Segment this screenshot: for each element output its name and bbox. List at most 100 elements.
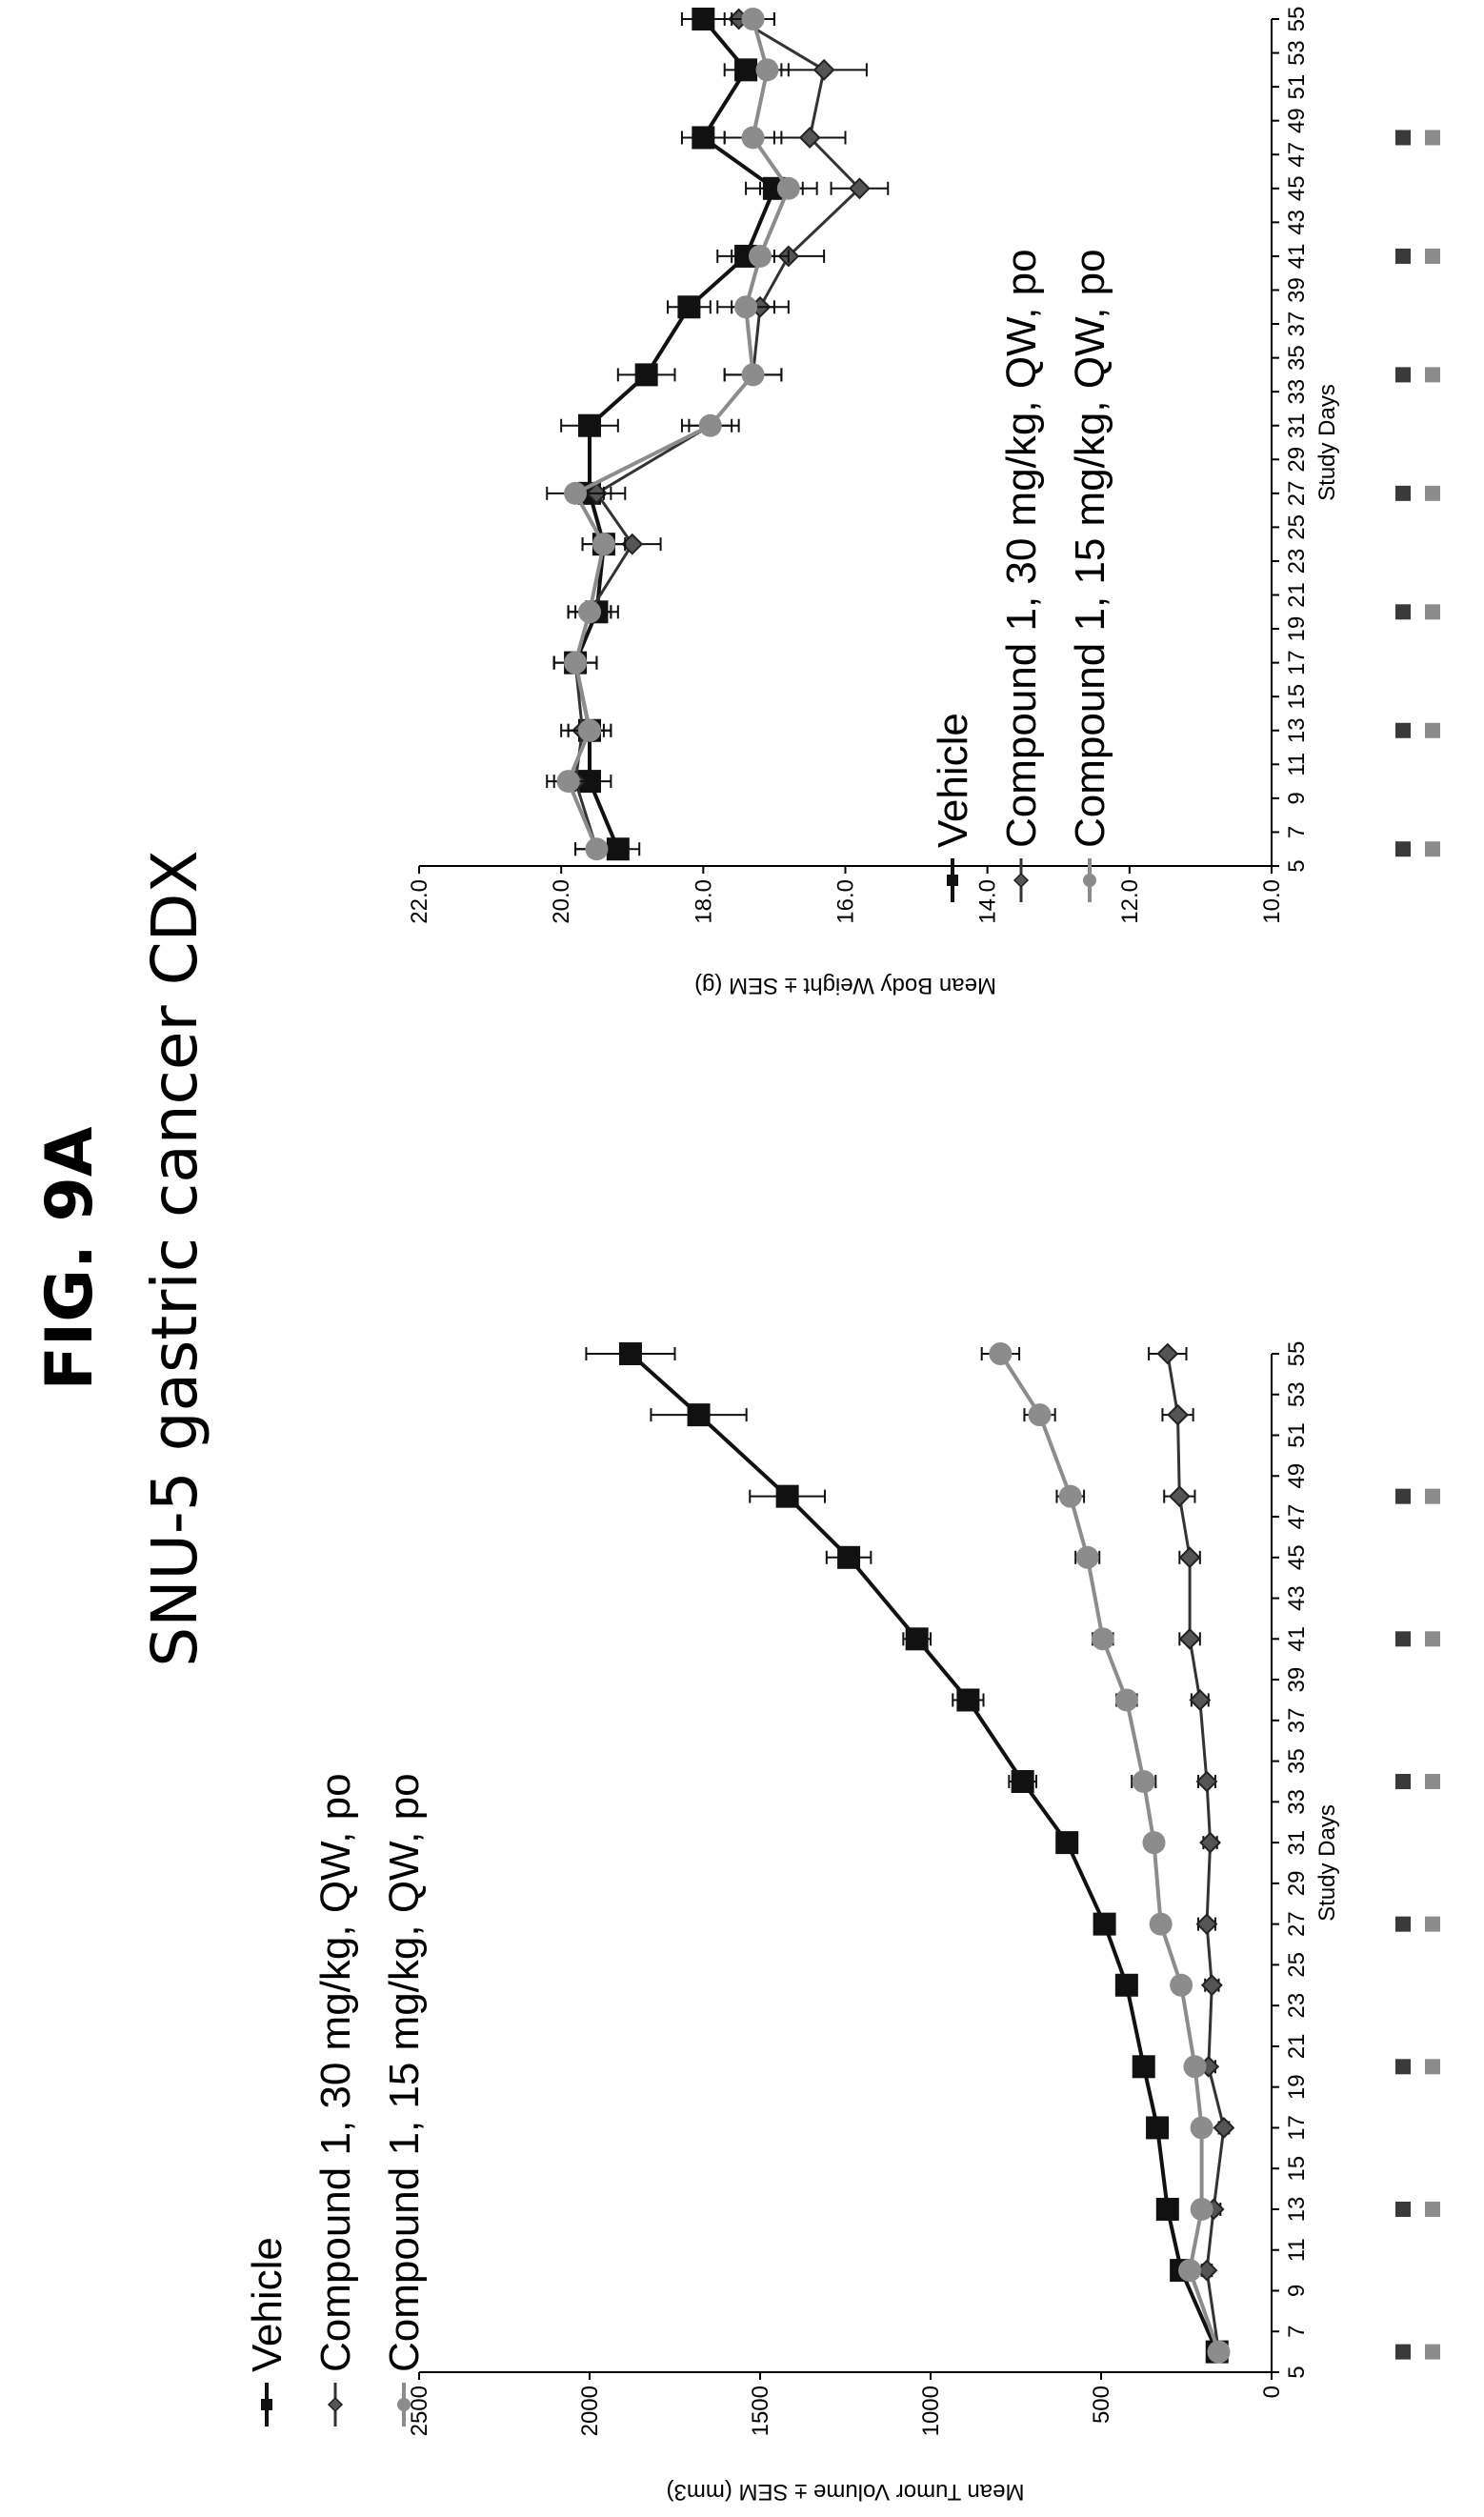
x-tick-label: 41 xyxy=(1284,1626,1310,1652)
y-tick-label: 20.0 xyxy=(549,879,574,924)
x-tick-label: 33 xyxy=(1284,1789,1310,1815)
x-tick-label: 47 xyxy=(1284,1504,1310,1530)
data-point-diamond xyxy=(1199,1831,1221,1854)
x-tick-label: 31 xyxy=(1284,413,1310,438)
data-point-diamond xyxy=(1195,1770,1218,1793)
x-tick-label: 29 xyxy=(1284,447,1310,473)
dose-marker-30mg xyxy=(1395,1773,1411,1789)
legend-label-30mg: Compound 1, 30 mg/kg, QW, po xyxy=(312,1773,359,2372)
legend-marker-diamond xyxy=(1013,872,1030,889)
data-point-diamond xyxy=(1167,1403,1189,1426)
legend-label-30mg: Compound 1, 30 mg/kg, QW, po xyxy=(998,249,1045,848)
y-tick-label: 12.0 xyxy=(1117,879,1143,924)
x-tick-label: 27 xyxy=(1284,1911,1310,1937)
x-axis-label: Study Days xyxy=(1314,384,1340,501)
x-tick-label: 51 xyxy=(1284,1422,1310,1448)
data-point-circle xyxy=(556,770,580,794)
tumor-volume-legend: Vehicle Compound 1, 30 mg/kg, QW, po Com… xyxy=(244,1773,428,2426)
dose-marker-15mg xyxy=(1425,485,1440,501)
dose-marker-15mg xyxy=(1425,1488,1440,1504)
y-tick-label: 16.0 xyxy=(833,879,859,924)
data-point-square xyxy=(1132,2055,1155,2079)
data-point-diamond xyxy=(1195,1913,1218,1936)
data-point-diamond xyxy=(1213,2117,1235,2139)
dosing-schedule-markers xyxy=(1395,130,1440,2360)
dose-marker-15mg xyxy=(1425,1773,1440,1789)
dose-marker-15mg xyxy=(1425,2344,1440,2360)
y-tick-label: 2000 xyxy=(577,2386,603,2436)
series-circle xyxy=(980,1342,1231,2364)
legend-item-15mg: Compound 1, 15 mg/kg, QW, po xyxy=(381,1773,428,2426)
legend-label-15mg: Compound 1, 15 mg/kg, QW, po xyxy=(381,1773,428,2372)
x-tick-label: 45 xyxy=(1284,1544,1310,1570)
y-tick-label: 2500 xyxy=(407,2386,432,2436)
legend-item-30mg: Compound 1, 30 mg/kg, QW, po xyxy=(312,1773,359,2426)
dose-marker-30mg xyxy=(1395,367,1411,383)
x-tick-label: 27 xyxy=(1284,480,1310,506)
y-tick-label: 14.0 xyxy=(975,879,1001,924)
dose-marker-30mg xyxy=(1395,2344,1411,2360)
dose-marker-30mg xyxy=(1395,841,1411,857)
dose-marker-30mg xyxy=(1395,1488,1411,1504)
y-tick-label: 22.0 xyxy=(407,879,432,924)
legend-item-vehicle: Vehicle xyxy=(244,2237,291,2426)
data-point-square xyxy=(1155,2197,1179,2221)
legend-label-15mg: Compound 1, 15 mg/kg, QW, po xyxy=(1067,249,1113,848)
data-point-square xyxy=(578,413,601,437)
data-point-square xyxy=(1114,1973,1138,1997)
dose-marker-15mg xyxy=(1425,1916,1440,1932)
x-tick-label: 5 xyxy=(1284,859,1310,872)
y-tick-label: 500 xyxy=(1089,2386,1114,2424)
data-point-circle xyxy=(1178,2259,1202,2283)
x-tick-label: 29 xyxy=(1284,1871,1310,1897)
dose-marker-15mg xyxy=(1425,604,1440,620)
data-point-square xyxy=(905,1627,929,1651)
dose-marker-30mg xyxy=(1395,722,1411,738)
y-tick-label: 0 xyxy=(1259,2386,1285,2398)
y-tick-label: 18.0 xyxy=(691,879,716,924)
x-tick-label: 17 xyxy=(1284,2115,1310,2141)
data-point-square xyxy=(692,126,715,150)
dose-marker-15mg xyxy=(1425,2201,1440,2217)
x-tick-label: 41 xyxy=(1284,244,1310,270)
x-tick-label: 9 xyxy=(1284,792,1310,804)
data-point-circle xyxy=(578,600,601,624)
dose-marker-30mg xyxy=(1395,1631,1411,1647)
x-tick-label: 45 xyxy=(1284,175,1310,201)
data-point-square xyxy=(775,1484,799,1508)
data-point-circle xyxy=(1170,1973,1193,1997)
x-tick-label: 23 xyxy=(1284,1993,1310,2019)
data-point-diamond xyxy=(1178,1627,1201,1650)
figure-subtitle: SNU-5 gastric cancer CDX xyxy=(138,850,211,1666)
dose-marker-15mg xyxy=(1425,248,1440,264)
data-point-circle xyxy=(1142,1831,1166,1855)
data-point-square xyxy=(677,295,701,319)
data-point-circle xyxy=(749,244,772,268)
x-tick-label: 53 xyxy=(1284,40,1310,66)
data-point-square xyxy=(618,1342,642,1365)
dose-marker-30mg xyxy=(1395,130,1411,146)
series-diamond xyxy=(1148,1342,1235,2364)
legend-marker-circle xyxy=(1083,874,1096,887)
legend-marker-square xyxy=(261,2399,272,2410)
x-axis-label: Study Days xyxy=(1314,1804,1340,1922)
data-point-diamond xyxy=(1189,1689,1212,1711)
data-point-circle xyxy=(989,1342,1013,1365)
data-point-circle xyxy=(1190,2197,1213,2221)
legend-label-vehicle: Vehicle xyxy=(244,2237,291,2372)
x-tick-label: 25 xyxy=(1284,514,1310,540)
x-tick-label: 49 xyxy=(1284,108,1310,133)
y-axis-label: Mean Body Weight ± SEM (g) xyxy=(694,973,996,998)
legend-item-30mg: Compound 1, 30 mg/kg, QW, po xyxy=(998,249,1045,902)
dose-marker-30mg xyxy=(1395,2201,1411,2217)
body-weight-chart: 10.0 12.0 14.0 16.0 18.0 20.0 22.0 5 7 9 11 13 15 17 1… xyxy=(407,7,1340,998)
data-point-diamond xyxy=(621,533,644,555)
legend-marker-square xyxy=(947,875,958,886)
data-point-diamond xyxy=(849,177,871,200)
dose-marker-15mg xyxy=(1425,841,1440,857)
x-tick-label: 21 xyxy=(1284,582,1310,608)
data-point-circle xyxy=(1190,2116,1213,2140)
x-tick-label: 7 xyxy=(1284,2326,1310,2338)
x-tick-label: 23 xyxy=(1284,549,1310,574)
